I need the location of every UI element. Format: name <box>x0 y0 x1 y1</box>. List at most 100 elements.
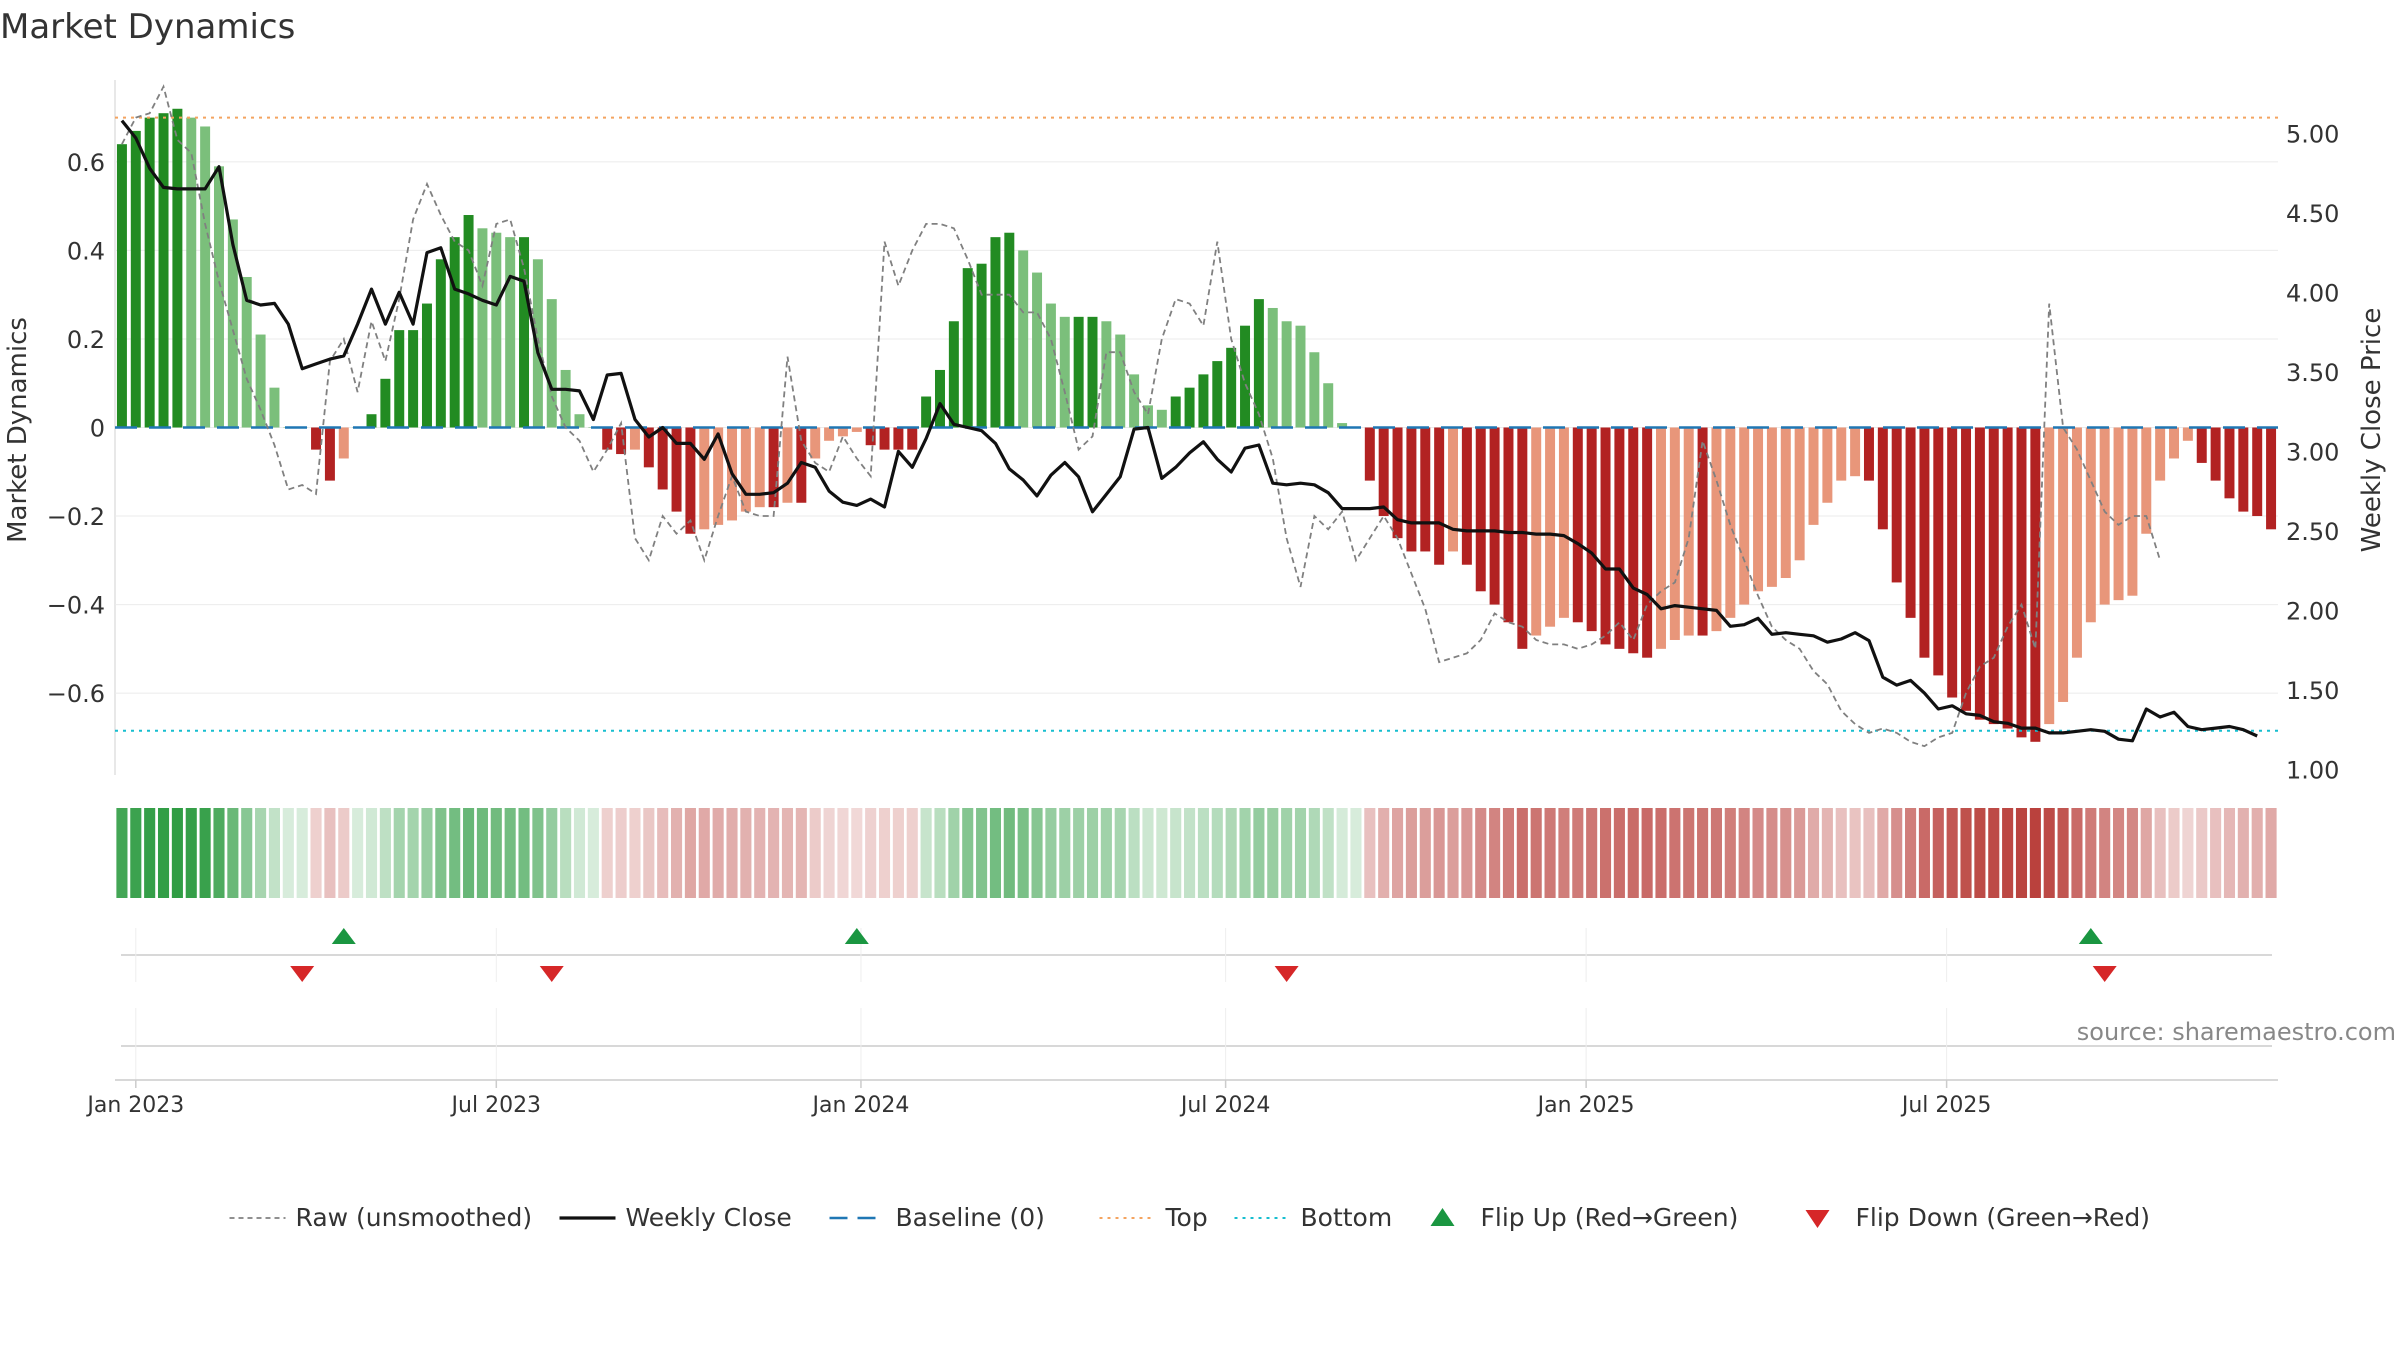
regime-cell <box>1142 808 1154 898</box>
dynamics-bar <box>241 276 252 428</box>
y-tick-label: −0.4 <box>47 592 105 620</box>
dynamics-bar <box>574 414 585 428</box>
dynamics-bar <box>477 228 488 428</box>
flip-down-marker <box>2092 966 2117 982</box>
legend-label: Raw (unsmoothed) <box>296 1203 533 1232</box>
regime-cell <box>1586 808 1598 898</box>
dynamics-bar <box>186 117 197 428</box>
regime-cell <box>1974 808 1986 898</box>
dynamics-bar <box>1018 250 1029 428</box>
y2-tick-label: 4.50 <box>2286 200 2339 228</box>
dynamics-bar <box>782 427 793 503</box>
regime-cell <box>1946 808 1958 898</box>
regime-cell <box>1225 808 1237 898</box>
regime-cell <box>1683 808 1695 898</box>
y2-tick-label: 2.50 <box>2286 518 2339 546</box>
dynamics-bar <box>1253 299 1264 428</box>
dynamics-bar <box>740 427 751 512</box>
dynamics-bar <box>1974 427 1985 720</box>
dynamics-bar <box>2141 427 2152 534</box>
dynamics-bar <box>1267 307 1278 428</box>
dynamics-bar <box>505 237 516 428</box>
regime-cell <box>643 808 655 898</box>
flip-down-marker <box>1274 966 1299 982</box>
regime-cell <box>1128 808 1140 898</box>
regime-cell <box>1516 808 1528 898</box>
dynamics-bar <box>2071 427 2082 658</box>
regime-cell <box>1239 808 1251 898</box>
regime-cell <box>490 808 502 898</box>
dynamics-bar <box>1961 427 1972 711</box>
regime-cell <box>379 808 391 898</box>
regime-cell <box>2015 808 2028 898</box>
regime-cell <box>1766 808 1778 898</box>
regime-cell <box>837 808 849 898</box>
dynamics-bar <box>671 427 682 512</box>
regime-cell <box>768 808 780 898</box>
regime-cell <box>476 808 488 898</box>
regime-cell <box>712 808 724 898</box>
y2-tick-label: 1.50 <box>2286 677 2339 705</box>
regime-cell <box>1392 808 1404 898</box>
regime-cell <box>2002 808 2014 898</box>
dynamics-bar <box>2169 427 2180 459</box>
dynamics-bar <box>2113 427 2124 601</box>
dynamics-bar <box>962 268 973 428</box>
dynamics-bar <box>851 427 862 432</box>
regime-cell <box>1544 808 1556 898</box>
dynamics-bar <box>1198 374 1209 428</box>
dynamics-bar <box>1392 427 1403 539</box>
regime-cell <box>1350 808 1362 898</box>
dynamics-bar <box>1184 387 1195 428</box>
dynamics-bar <box>602 427 613 450</box>
dynamics-bar <box>1780 427 1791 579</box>
dynamics-bar <box>1947 427 1958 698</box>
regime-cell <box>823 808 835 898</box>
dynamics-bar <box>532 259 543 428</box>
dynamics-bar <box>1475 427 1486 592</box>
dynamics-bar <box>1572 427 1583 623</box>
regime-cell <box>1017 808 1029 898</box>
dynamics-bar <box>2085 427 2096 623</box>
legend-top: Top <box>1099 1203 1208 1232</box>
regime-cell <box>1211 808 1223 898</box>
dynamics-bar <box>227 219 238 428</box>
dynamics-bar <box>1933 427 1944 676</box>
regime-cell <box>671 808 683 898</box>
regime-cell <box>1891 808 1903 898</box>
dynamics-bar <box>1988 427 1999 725</box>
regime-cell <box>352 808 364 898</box>
dynamics-bar <box>2252 427 2263 517</box>
dynamics-bar <box>1032 272 1043 428</box>
regime-cell <box>1461 808 1473 898</box>
regime-cell <box>1433 808 1445 898</box>
dynamics-bar <box>546 299 557 428</box>
regime-cell <box>407 808 419 898</box>
y-tick-label: 0.4 <box>67 237 105 265</box>
dynamics-bar <box>1808 427 1819 525</box>
flip-up-marker <box>2078 928 2103 944</box>
dynamics-bar <box>2030 427 2041 742</box>
dynamics-bar <box>1503 427 1514 623</box>
regime-cell <box>435 808 447 898</box>
regime-cell <box>1447 808 1459 898</box>
regime-cell <box>2154 808 2166 898</box>
dynamics-bar <box>1739 427 1750 605</box>
regime-cell <box>615 808 627 898</box>
dynamics-bar <box>893 427 904 450</box>
dynamics-bar <box>1240 325 1251 428</box>
regime-cell <box>726 808 738 898</box>
raw-unsmoothed-line <box>121 84 2161 748</box>
dynamics-bar <box>1711 427 1722 632</box>
regime-cell <box>1627 808 1639 898</box>
y2-tick-label: 1.00 <box>2286 756 2339 784</box>
regime-cell <box>2113 808 2125 898</box>
dynamics-bar <box>2002 427 2013 729</box>
regime-cell <box>2251 808 2263 898</box>
dynamics-bar <box>1004 232 1015 428</box>
regime-cell <box>906 808 918 898</box>
dynamics-bar <box>130 130 141 428</box>
regime-cell <box>227 808 239 898</box>
regime-cell <box>1170 808 1182 898</box>
